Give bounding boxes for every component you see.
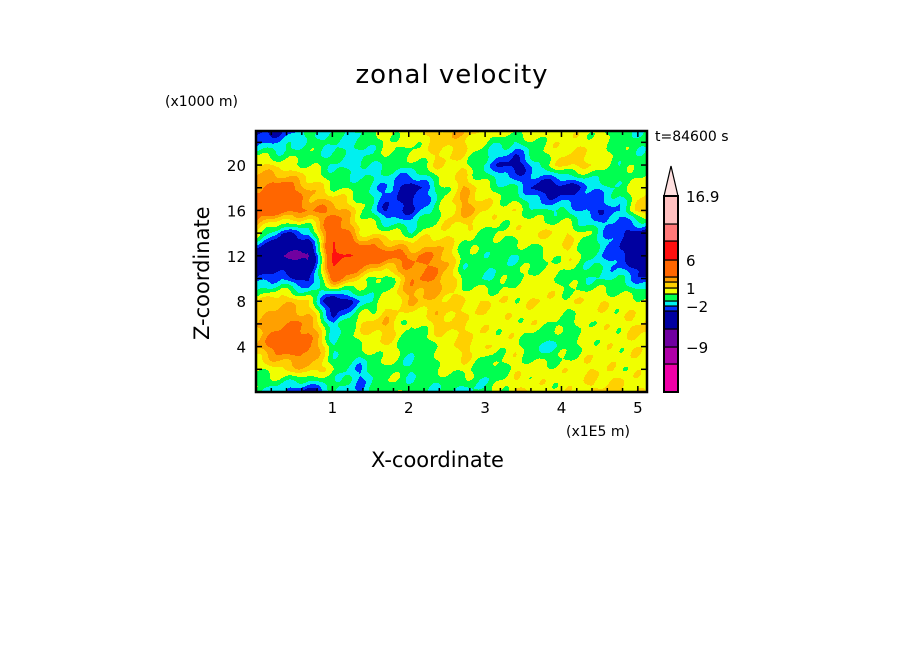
x-axis-label: X-coordinate: [371, 448, 504, 472]
colorbar-swatch: [663, 328, 679, 348]
colorbar-swatch: [663, 300, 679, 307]
colorbar-swatch: [663, 305, 679, 312]
x-tick-label: 5: [633, 399, 643, 417]
colorbar-swatch: [663, 195, 679, 225]
colorbar-swatch: [663, 223, 679, 242]
x-tick-label: 4: [557, 399, 567, 417]
colorbar-swatch: [663, 346, 679, 365]
y-tick-label: 4: [236, 339, 246, 357]
chart-title: zonal velocity: [355, 60, 549, 90]
colorbar-swatch: [663, 259, 679, 278]
colorbar-label: 16.9: [686, 188, 719, 206]
colorbar-swatch: [663, 287, 679, 295]
colorbar-label: −9: [686, 339, 708, 357]
y-tick-label: 8: [236, 293, 246, 311]
colorbar-frame: [663, 195, 679, 393]
colorbar-swatch: [663, 310, 679, 330]
colorbar-label: −2: [686, 298, 708, 316]
time-label: t=84600 s: [655, 129, 729, 145]
x-unit-label: (x1E5 m): [566, 424, 630, 440]
y-tick-label: 20: [227, 157, 246, 175]
colorbar-label: 1: [686, 280, 696, 298]
colorbar-swatch: [663, 281, 679, 289]
x-tick-label: 1: [328, 399, 338, 417]
colorbar-label: 6: [686, 252, 696, 270]
colorbar-extend-arrow: [663, 165, 679, 197]
colorbar-swatch: [663, 276, 679, 283]
x-tick-label: 3: [480, 399, 490, 417]
plot-frame: [254, 129, 649, 394]
colorbar-swatch: [663, 240, 679, 261]
colorbar-swatch: [663, 293, 679, 302]
colorbar-swatch: [663, 363, 679, 393]
x-tick-label: 2: [404, 399, 414, 417]
contour-field: [256, 131, 647, 392]
y-tick-label: 12: [227, 248, 246, 266]
y-tick-label: 16: [227, 202, 246, 220]
y-unit-label: (x1000 m): [165, 94, 238, 110]
